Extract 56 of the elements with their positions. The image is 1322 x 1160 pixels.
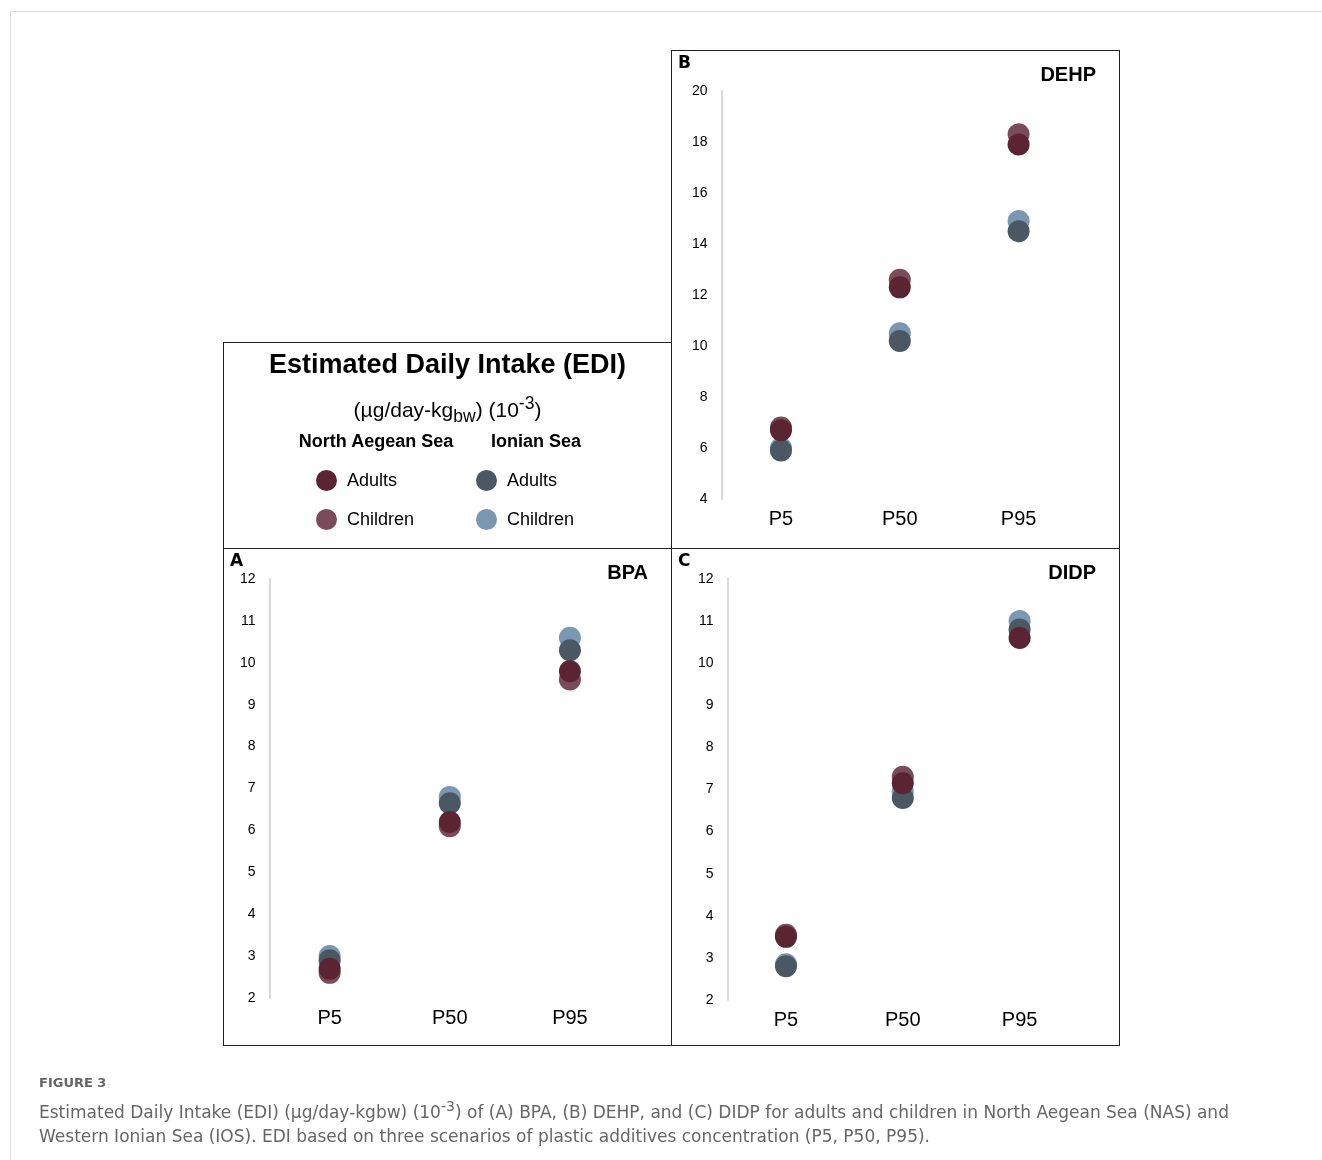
x-tick-label: P95 — [1000, 506, 1037, 529]
x-tick-label: P5 — [317, 1005, 342, 1028]
y-tick-label: 4 — [705, 906, 714, 923]
legend-label: Adults — [507, 470, 558, 491]
y-tick-label: 12 — [691, 285, 708, 302]
text: A — [230, 549, 244, 570]
y-tick-label: 6 — [247, 821, 256, 838]
y-tick-label: 7 — [705, 780, 714, 797]
x-tick-label: P50 — [881, 506, 918, 529]
x-tick-label: P50 — [431, 1005, 468, 1028]
y-tick-label: 7 — [247, 779, 256, 796]
y-tick-label: 8 — [705, 738, 714, 755]
text: C — [678, 549, 691, 570]
y-tick-label: 12 — [697, 569, 714, 586]
y-tick-label: 10 — [239, 653, 256, 670]
legend-label: Children — [347, 509, 415, 530]
y-tick-label: 20 — [691, 81, 708, 98]
text: Estimated Daily Intake (EDI) — [267, 349, 628, 380]
chart-title: DIDP — [1048, 560, 1096, 583]
y-tick-label: 14 — [691, 234, 708, 251]
legend-label: Children — [507, 509, 575, 530]
y-tick-label: 3 — [705, 948, 714, 965]
y-tick-label: 11 — [241, 611, 256, 628]
y-tick-label: 11 — [699, 611, 714, 628]
y-tick-label: 8 — [247, 737, 256, 754]
text: B — [678, 51, 691, 72]
y-tick-label: 5 — [705, 864, 714, 881]
x-tick-label: P50 — [884, 1007, 921, 1030]
y-tick-label: 8 — [699, 387, 708, 404]
text: Ionian Sea — [490, 431, 582, 451]
chart-title: DEHP — [1040, 62, 1096, 85]
x-tick-label: P5 — [773, 1007, 799, 1030]
legend-label: Adults — [347, 470, 398, 491]
y-tick-label: 16 — [691, 183, 708, 200]
y-tick-label: 12 — [239, 569, 256, 586]
y-tick-label: 10 — [697, 654, 714, 671]
caption: FIGURE 3 — [39, 1074, 108, 1092]
x-tick-label: P95 — [552, 1005, 588, 1028]
text: (µg/day-kg$_{bw}$) (10$^{-3}$) — [352, 393, 543, 428]
y-tick-label: 5 — [247, 863, 256, 880]
text: Estimated Daily Intake (EDI) (µg/day-kgbw) (10$^{-3}$) of (A) BPA, (B) DEHP, and (C) DIDP for adults and children in North Aegean Sea (NAS) and Western Ionian Sea (IOS). EDI based on three scenarios of plastic additives concentration (P5, P50, P95). — [39, 1097, 1230, 1148]
y-tick-label: 3 — [247, 946, 256, 963]
y-tick-label: 6 — [699, 438, 708, 455]
y-tick-label: 4 — [699, 489, 708, 506]
y-tick-label: 4 — [247, 905, 256, 922]
y-tick-label: 2 — [247, 988, 256, 1005]
chart-title: BPA — [607, 560, 648, 583]
x-tick-label: P5 — [768, 506, 794, 529]
y-tick-label: 10 — [691, 336, 708, 353]
text: North Aegean Sea — [297, 431, 455, 452]
y-tick-label: 2 — [705, 990, 714, 1007]
x-tick-label: P95 — [1001, 1007, 1038, 1030]
y-tick-label: 6 — [705, 822, 714, 839]
y-tick-label: 9 — [705, 696, 714, 713]
y-tick-label: 18 — [691, 132, 708, 149]
y-tick-label: 9 — [247, 695, 256, 712]
